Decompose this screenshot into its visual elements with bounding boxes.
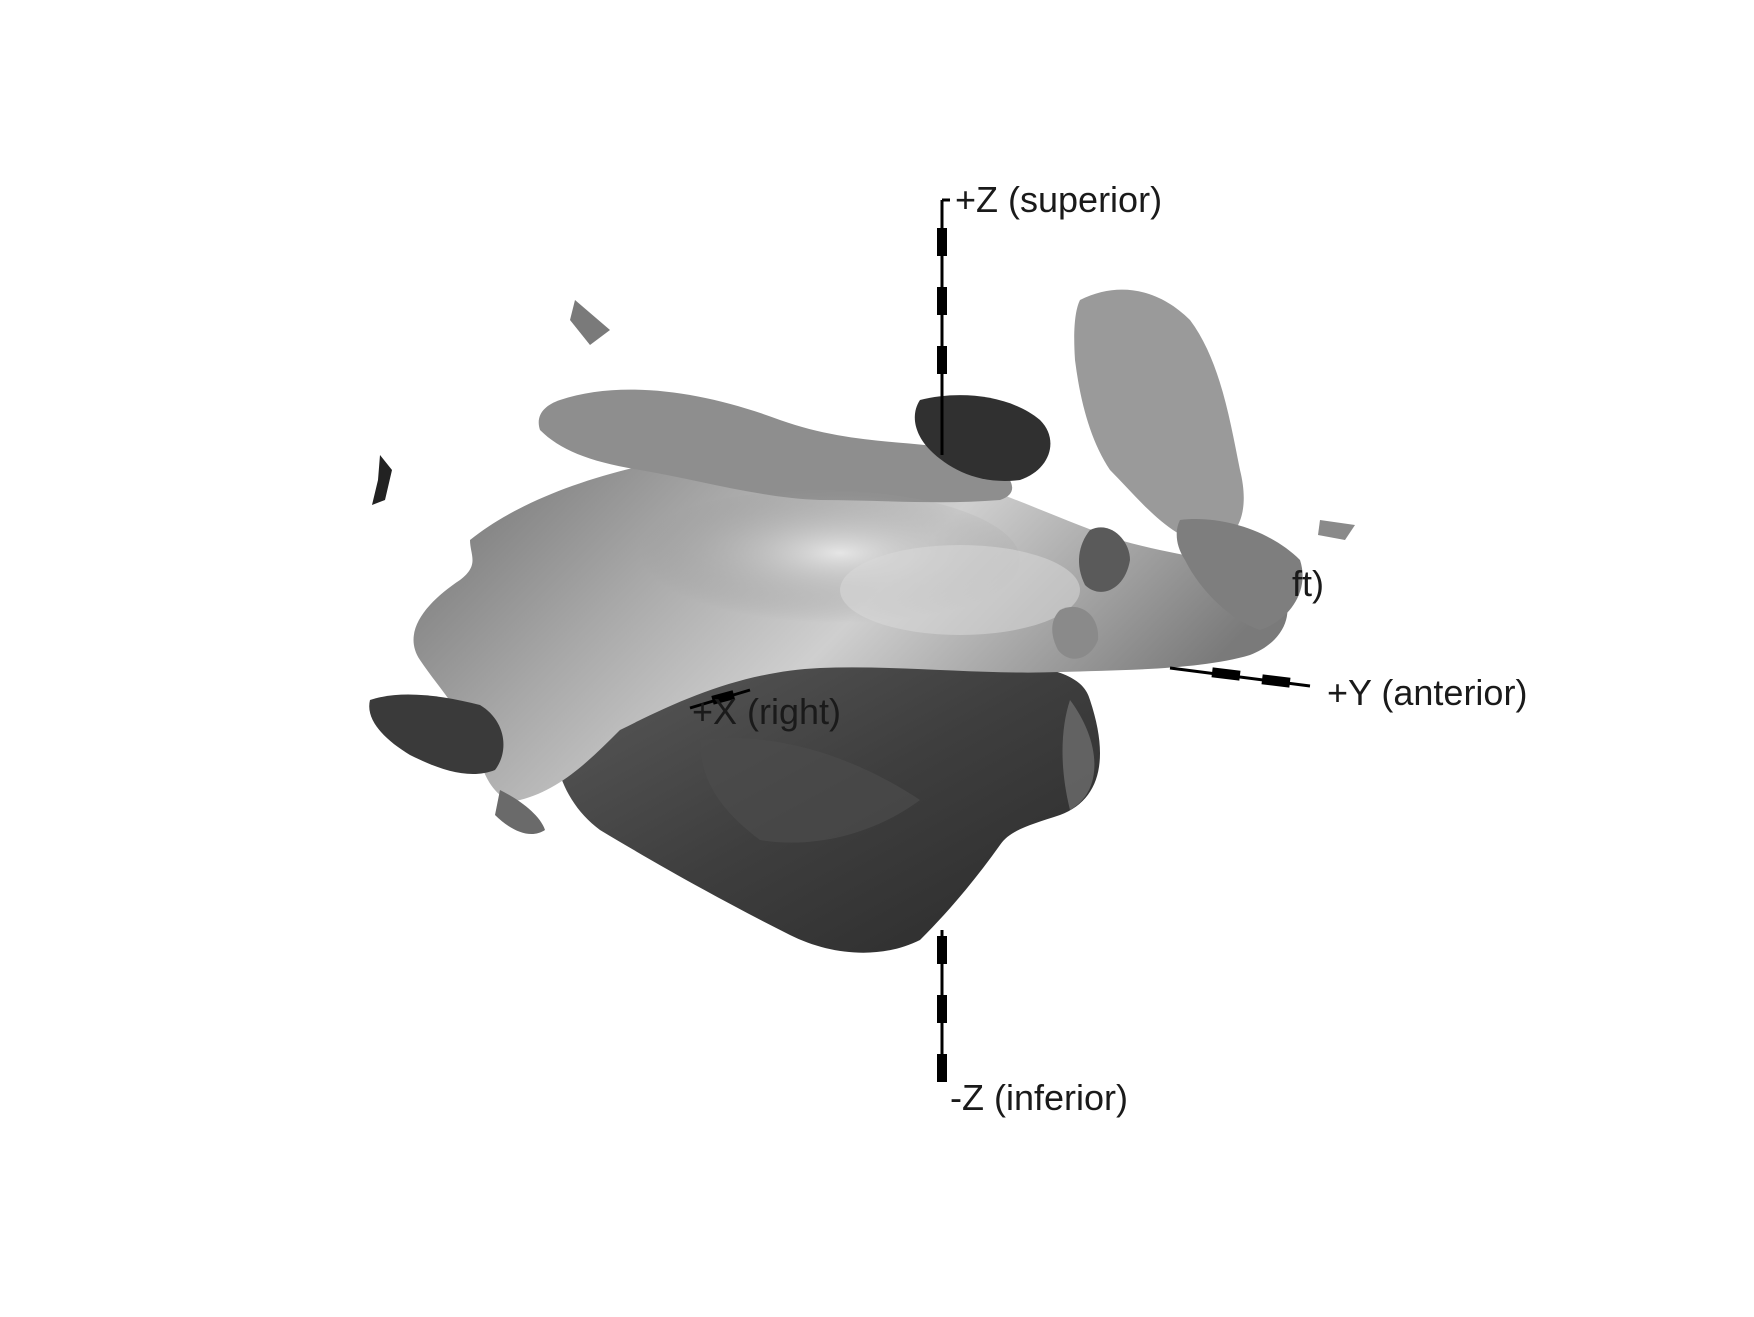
z-axis-tick [937, 287, 947, 315]
x-axis-tick [711, 690, 735, 705]
z-inferior-label: -Z (inferior) [950, 1077, 1128, 1118]
hair-surface [369, 289, 1355, 835]
z-axis-tick [937, 228, 947, 256]
z-axis-tick [937, 1054, 947, 1082]
x-right-label: +X (right) [692, 691, 842, 732]
z-axis-tick [937, 346, 947, 374]
z-superior-label: +Z (superior) [955, 179, 1163, 220]
face-surface [554, 654, 1100, 953]
z-axis-tick [937, 995, 947, 1023]
x-left-label-partial: ft) [1292, 563, 1324, 604]
y-axis-tick [1211, 667, 1241, 681]
y-axis-tick [1261, 674, 1291, 688]
axes-group [689, 198, 1311, 1082]
y-anterior-label: +Y (anterior) [1327, 672, 1528, 713]
z-axis-tick [937, 936, 947, 964]
